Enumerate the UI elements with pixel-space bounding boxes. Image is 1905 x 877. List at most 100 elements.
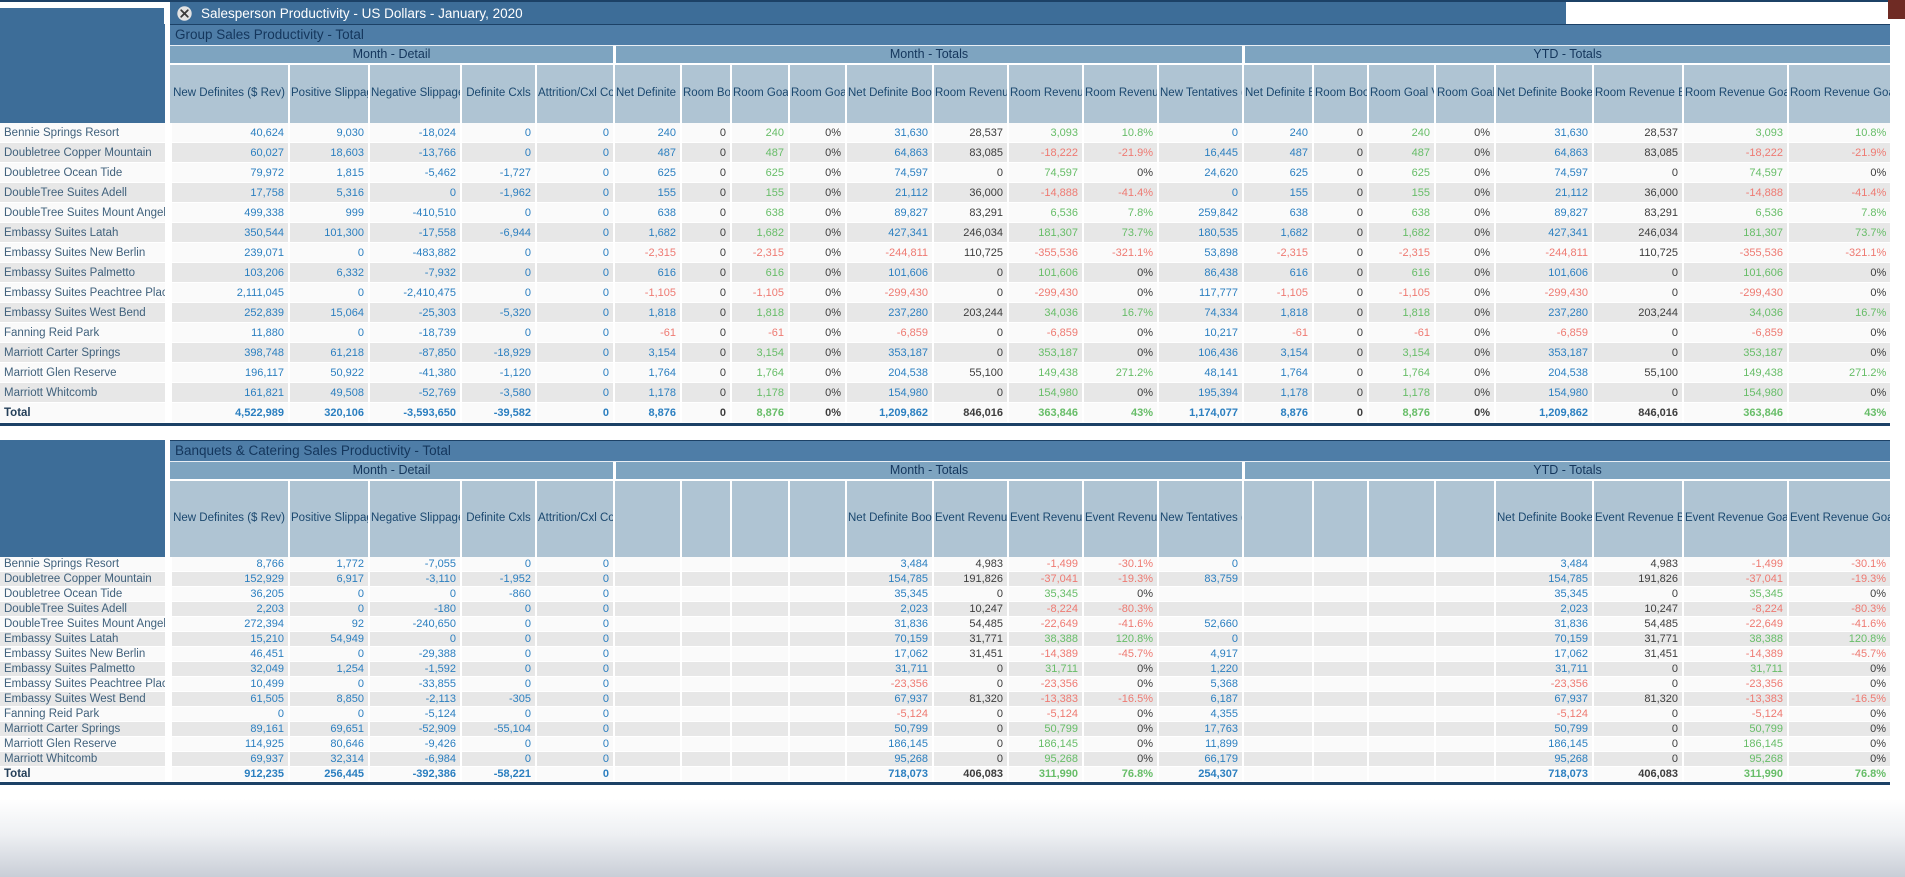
value-cell: 0%	[788, 263, 845, 283]
value-cell: 0	[932, 323, 1007, 343]
value-cell	[1312, 677, 1367, 692]
value-cell: 0	[932, 737, 1007, 752]
value-cell: 203,244	[932, 303, 1007, 323]
value-cell: -13,383	[1007, 692, 1082, 707]
value-cell: 0	[680, 183, 730, 203]
value-cell: 1,209,862	[1494, 403, 1592, 423]
value-cell	[1434, 572, 1494, 587]
value-cell: -19.3%	[1787, 572, 1891, 587]
value-cell: 0	[1312, 163, 1367, 183]
value-cell: 0	[1312, 223, 1367, 243]
value-cell: 195,394	[1157, 383, 1242, 403]
table-row: Marriott Carter Springs 398,748 61,218 -87,…	[0, 343, 1891, 363]
table-row: Embassy Suites Palmetto 32,049 1,254 -1,592…	[0, 662, 1891, 677]
value-cell: 10,247	[1592, 602, 1682, 617]
value-cell: 2,023	[845, 602, 932, 617]
value-cell: 83,085	[932, 143, 1007, 163]
value-cell: 34,036	[1007, 303, 1082, 323]
row-header-block	[0, 24, 170, 123]
value-cell: 0	[680, 283, 730, 303]
row-label: Doubletree Copper Mountain	[0, 572, 170, 587]
value-cell	[613, 737, 680, 752]
value-cell: 17,062	[1494, 647, 1592, 662]
table-row: Embassy Suites Peachtree Place 10,499 0 -33…	[0, 677, 1891, 692]
value-cell: 0	[680, 163, 730, 183]
value-cell: 1,818	[613, 303, 680, 323]
column-header: Event Revenue Goal Var %	[1787, 481, 1891, 557]
value-cell: 0	[680, 263, 730, 283]
value-cell	[1312, 707, 1367, 722]
value-cell: 73.7%	[1082, 223, 1157, 243]
value-cell: -5,124	[1682, 707, 1787, 722]
value-cell	[613, 752, 680, 767]
value-cell: 6,917	[288, 572, 368, 587]
value-cell: 0	[1592, 752, 1682, 767]
value-cell: 0%	[788, 203, 845, 223]
value-cell: 0	[1312, 183, 1367, 203]
value-cell: 76.8%	[1082, 767, 1157, 782]
value-cell: 10,499	[170, 677, 288, 692]
value-cell: 0%	[788, 303, 845, 323]
value-cell: 625	[613, 163, 680, 183]
value-cell: 0	[932, 383, 1007, 403]
value-cell	[730, 662, 788, 677]
value-cell: -1,105	[730, 283, 788, 303]
value-cell: 718,073	[845, 767, 932, 782]
value-cell: 0%	[788, 343, 845, 363]
value-cell: 110,725	[1592, 243, 1682, 263]
value-cell: 0	[932, 283, 1007, 303]
value-cell	[1312, 737, 1367, 752]
value-cell: 240	[613, 123, 680, 143]
value-cell: 0	[535, 223, 613, 243]
value-cell: -3,110	[368, 572, 460, 587]
value-cell: 67,937	[1494, 692, 1592, 707]
value-cell	[730, 692, 788, 707]
column-header: Net Definite Booked ($ Rev)	[1494, 481, 1592, 557]
value-cell: 191,826	[1592, 572, 1682, 587]
value-cell: 0%	[1082, 383, 1157, 403]
value-cell: 0	[460, 632, 535, 647]
value-cell: 53,898	[1157, 243, 1242, 263]
value-cell: 204,538	[1494, 363, 1592, 383]
value-cell: 240	[1242, 123, 1312, 143]
value-cell: -16.5%	[1082, 692, 1157, 707]
value-cell: 155	[1367, 183, 1434, 203]
row-label: DoubleTree Suites Mount Angel	[0, 617, 170, 632]
value-cell: 43%	[1082, 403, 1157, 423]
value-cell: 83,291	[932, 203, 1007, 223]
value-cell: 1,178	[1367, 383, 1434, 403]
value-cell: 0	[680, 403, 730, 423]
value-cell: 74,597	[845, 163, 932, 183]
value-cell: -6,859	[1682, 323, 1787, 343]
value-cell: -355,536	[1007, 243, 1082, 263]
value-cell: -13,383	[1682, 692, 1787, 707]
value-cell: 55,100	[932, 363, 1007, 383]
value-cell	[1367, 617, 1434, 632]
value-cell: -860	[460, 587, 535, 602]
value-cell	[1367, 737, 1434, 752]
value-cell: 0%	[1082, 722, 1157, 737]
tools-icon[interactable]	[177, 5, 192, 21]
value-cell: 0	[1312, 243, 1367, 263]
value-cell: 0	[1312, 383, 1367, 403]
value-cell: -7,932	[368, 263, 460, 283]
value-cell: 311,990	[1007, 767, 1082, 782]
value-cell	[1242, 587, 1312, 602]
value-cell	[1434, 767, 1494, 782]
value-cell: 0	[535, 343, 613, 363]
value-cell	[730, 617, 788, 632]
value-cell: 353,187	[1682, 343, 1787, 363]
value-cell	[1434, 662, 1494, 677]
value-cell: -41.6%	[1787, 617, 1891, 632]
table-row: Marriott Whitcomb 69,937 32,314 -6,984 0 0 95,…	[0, 752, 1891, 767]
value-cell: 0%	[788, 123, 845, 143]
value-cell: 252,839	[170, 303, 288, 323]
value-cell: -410,510	[368, 203, 460, 223]
value-cell: -321.1%	[1787, 243, 1891, 263]
column-header: Net Definite Booked ($ Rev)	[845, 65, 932, 123]
value-cell: 0	[460, 323, 535, 343]
value-cell: -299,430	[1007, 283, 1082, 303]
column-header: Room Goal Var $	[1367, 65, 1434, 123]
value-cell	[1242, 737, 1312, 752]
value-cell: -6,859	[845, 323, 932, 343]
